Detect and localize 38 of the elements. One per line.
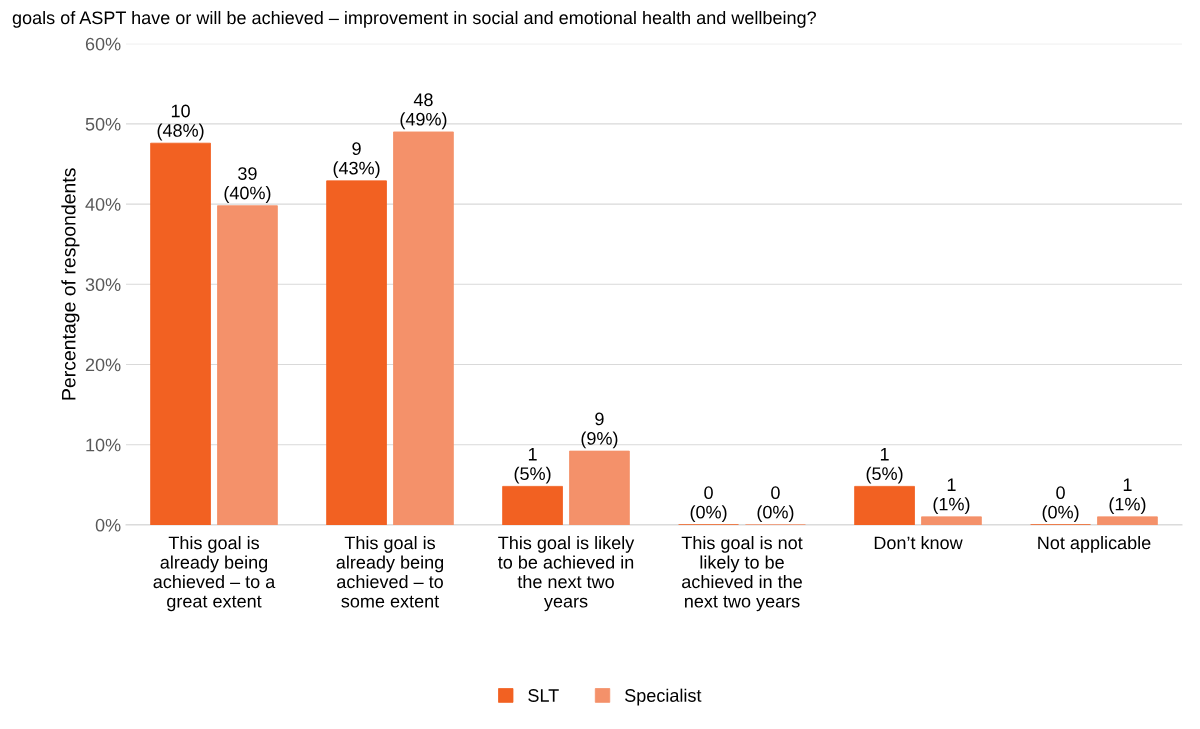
data-label: 1 (5%) xyxy=(514,447,551,484)
bar xyxy=(217,205,278,525)
data-label: 39 (40%) xyxy=(224,167,271,203)
y-tick-label: 40% xyxy=(85,198,121,211)
data-label: 0 (0%) xyxy=(757,486,794,523)
y-tick-label: 50% xyxy=(85,117,121,131)
data-label: 48 (49%) xyxy=(400,93,447,130)
legend-label: SLT xyxy=(528,689,559,702)
y-axis-title: Percentage of respondents xyxy=(61,168,80,400)
x-tick-label: This goal is already being achieved – to a great extent xyxy=(153,535,276,612)
data-label: 9 (43%) xyxy=(333,142,380,179)
bar xyxy=(1097,516,1158,525)
bar xyxy=(326,180,387,525)
y-tick-label: 20% xyxy=(85,358,121,372)
data-label: 1 (5%) xyxy=(866,447,903,484)
legend-label: Specialist xyxy=(625,688,702,706)
data-label: 9 (9%) xyxy=(581,412,618,449)
bar xyxy=(502,485,563,525)
bar xyxy=(854,485,915,525)
bar xyxy=(393,131,454,525)
x-tick-label: This goal is already being achieved – to some extent xyxy=(336,535,444,608)
x-tick-label: This goal is not likely to be achieved in the next two years xyxy=(681,535,803,612)
data-label: 10 (48%) xyxy=(157,104,204,141)
y-tick-label: 0% xyxy=(95,518,121,532)
chart-title: goals of ASPT have or will be achieved – improvement in social and emotional health and wellbeing? xyxy=(12,10,816,28)
data-label: 0 (0%) xyxy=(1042,486,1079,523)
x-tick-label: This goal is likely to be achieved in the next two years xyxy=(498,535,635,612)
y-tick-label: 10% xyxy=(86,438,121,452)
data-label: 1 (1%) xyxy=(933,478,970,515)
data-label: 1 (1%) xyxy=(1109,478,1146,515)
y-tick-label: 60% xyxy=(85,37,121,51)
data-label: 0 (0%) xyxy=(690,486,727,523)
bar xyxy=(921,516,982,525)
x-tick-label: Don’t know xyxy=(874,535,963,550)
x-tick-label: Not applicable xyxy=(1038,535,1151,553)
bar xyxy=(569,450,630,525)
y-tick-label: 30% xyxy=(85,278,121,292)
bar xyxy=(150,142,211,525)
